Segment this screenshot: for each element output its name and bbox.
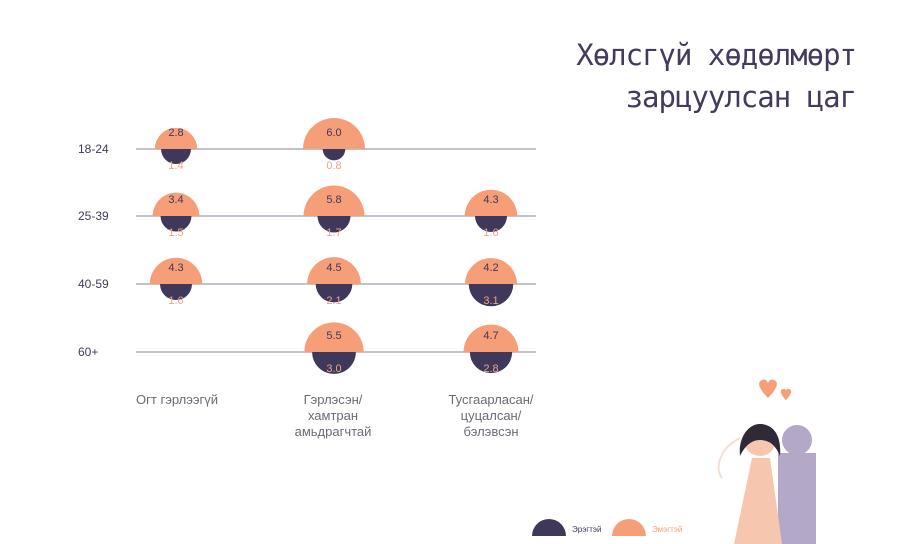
male-bar xyxy=(474,216,508,233)
column-label-line: хамтран xyxy=(307,408,359,423)
female-bar xyxy=(307,257,361,284)
female-value-label: 2.8 xyxy=(168,127,183,139)
female-bar xyxy=(154,127,198,149)
semicircle-chart: 18-24 2.8 1.4 6.0 0.8 25-39 3.4 1.5 5.8 1.7 4.3 1.6… xyxy=(78,118,536,375)
bride-hair xyxy=(739,424,781,456)
female-value-label: 3.4 xyxy=(168,194,183,206)
column-label-line: цуцалсан/ xyxy=(460,408,522,423)
legend-label-female: Эмэгтэй xyxy=(652,525,683,534)
female-bar xyxy=(303,185,365,216)
chart-title: Хөлсгүй хөдөлмөрт зарцуулсан цаг xyxy=(576,34,857,118)
column-label-line: Гэрлэсэн/ xyxy=(303,392,363,407)
female-value-label: 4.3 xyxy=(168,262,183,274)
couple-illustration xyxy=(717,379,816,544)
column-label-line: Тусгаарласан/ xyxy=(448,392,534,407)
row-label: 25-39 xyxy=(78,209,109,223)
legend-swatch-male xyxy=(532,519,566,536)
heart-icon xyxy=(759,379,777,398)
male-bar xyxy=(469,352,513,374)
column-label-unmarried: Огт гэрлээгүй xyxy=(117,392,237,408)
female-bar xyxy=(464,189,518,216)
male-value-label: 1.6 xyxy=(168,295,183,307)
female-bar xyxy=(149,257,203,284)
female-bar xyxy=(463,324,519,352)
row-label: 40-59 xyxy=(78,277,109,291)
male-value-label: 1.6 xyxy=(483,227,498,239)
female-value-label: 4.7 xyxy=(483,330,498,342)
male-value-label: 2.8 xyxy=(483,363,498,375)
legend-label-male: Эрэгтэй xyxy=(572,525,602,534)
male-bar xyxy=(315,284,353,303)
small-heart-icon xyxy=(780,388,792,400)
male-bar xyxy=(312,352,356,374)
female-value-label: 4.5 xyxy=(326,262,341,274)
female-bar xyxy=(303,118,365,149)
female-value-label: 5.5 xyxy=(326,330,341,342)
male-bar xyxy=(322,149,346,161)
column-label-separated: Тусгаарласан/ цуцалсан/ бэлэвсэн xyxy=(431,392,551,440)
column-label-line: амьдрагчтай xyxy=(294,424,372,439)
male-bar xyxy=(468,284,514,307)
female-value-label: 4.3 xyxy=(483,194,498,206)
male-bar xyxy=(159,284,193,301)
groom-figure xyxy=(778,453,816,544)
row-label: 18-24 xyxy=(78,142,109,156)
column-label-line: Огт гэрлээгүй xyxy=(136,392,218,407)
column-label-married: Гэрлэсэн/ хамтран амьдрагчтай xyxy=(273,392,393,440)
female-value-label: 4.2 xyxy=(483,262,498,274)
groom-head xyxy=(782,425,812,455)
legend-swatch-female xyxy=(612,519,646,536)
female-bar xyxy=(304,322,364,352)
title-line-1: Хөлсгүй хөдөлмөрт xyxy=(576,38,857,72)
male-value-label: 3.1 xyxy=(483,295,498,307)
female-value-label: 5.8 xyxy=(326,194,341,206)
male-bar xyxy=(160,216,192,232)
male-value-label: 2.1 xyxy=(326,295,341,307)
male-value-label: 0.8 xyxy=(326,160,341,172)
female-value-label: 6.0 xyxy=(326,127,341,139)
male-value-label: 1.5 xyxy=(168,227,183,239)
male-value-label: 1.4 xyxy=(168,160,183,172)
female-bar xyxy=(465,258,517,284)
male-value-label: 1.7 xyxy=(326,227,341,239)
veil xyxy=(717,437,741,479)
column-label-line: бэлэвсэн xyxy=(463,424,519,439)
title-line-2: зарцуулсан цаг xyxy=(625,80,857,114)
female-bar xyxy=(152,192,200,216)
male-bar xyxy=(317,216,351,233)
male-value-label: 3.0 xyxy=(326,363,341,375)
row-label: 60+ xyxy=(78,345,98,359)
bride-dress xyxy=(734,458,782,544)
male-bar xyxy=(161,149,191,164)
